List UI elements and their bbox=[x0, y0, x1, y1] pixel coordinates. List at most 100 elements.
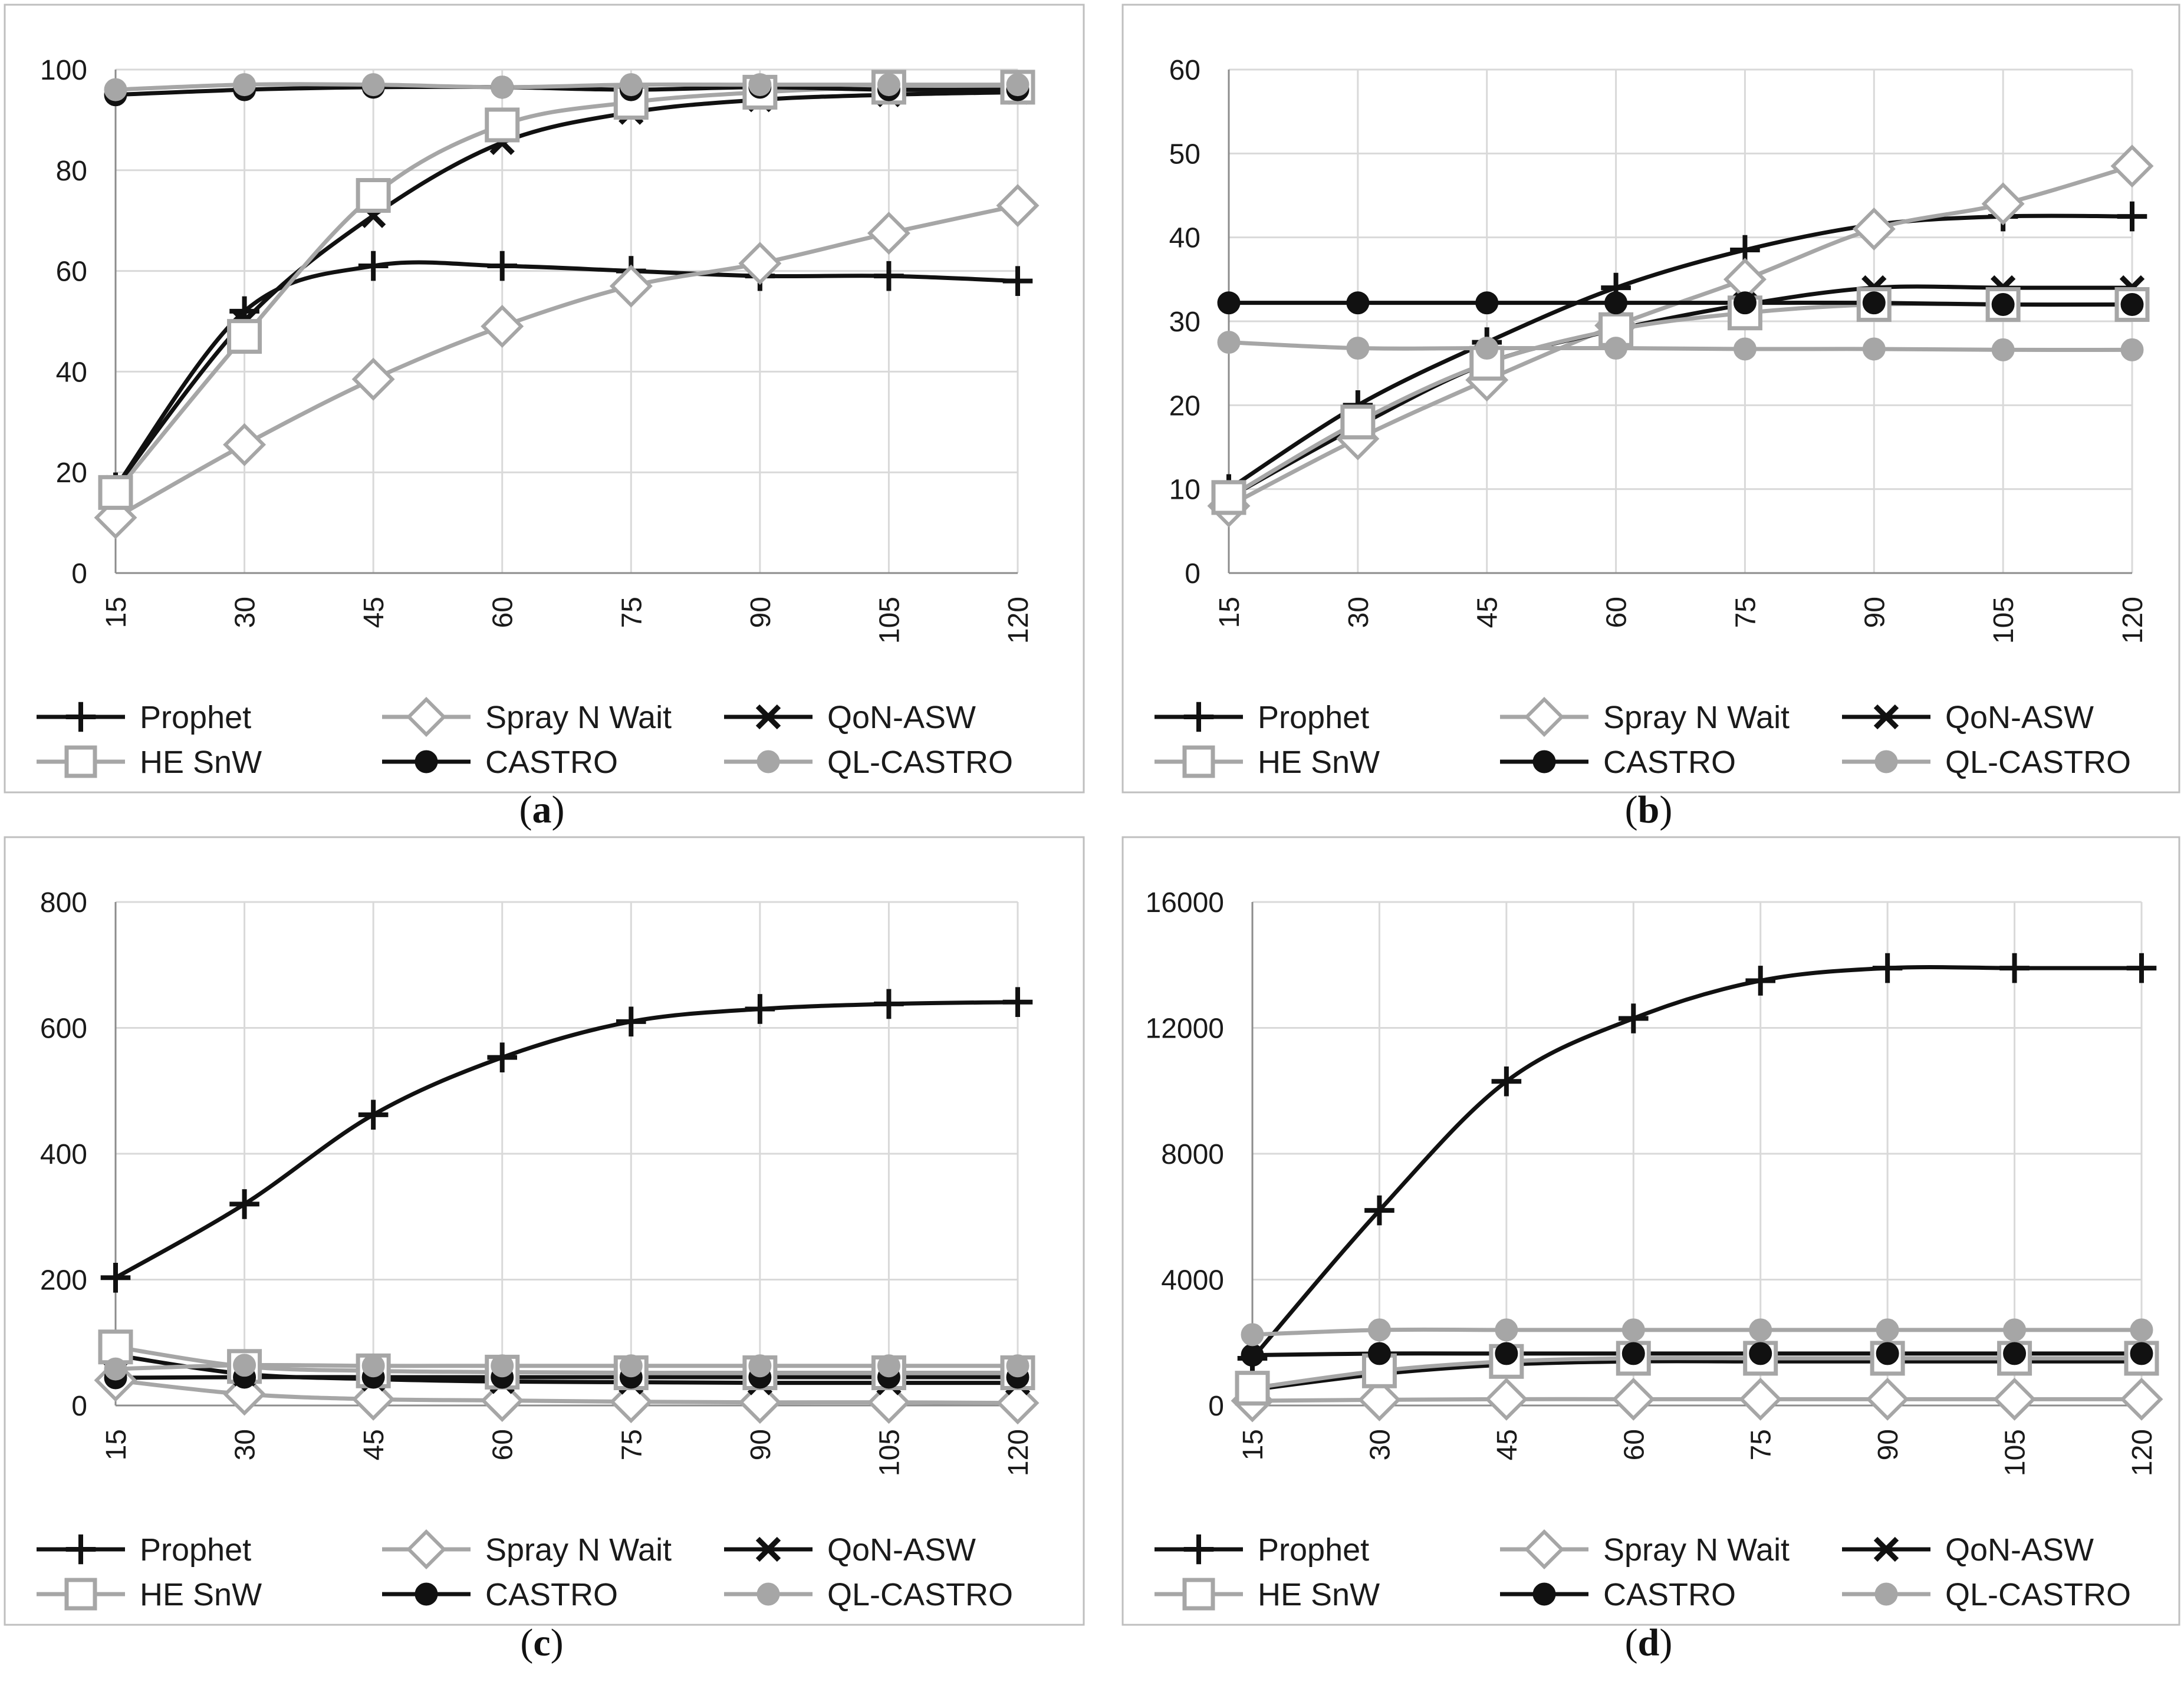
legend-label: QoN-ASW bbox=[827, 1532, 976, 1568]
x-tick-label: 45 bbox=[358, 597, 390, 628]
data-point-prophet bbox=[874, 989, 904, 1019]
legend-item-ql-castro: QL-CASTRO bbox=[1842, 745, 2131, 780]
legend-marker bbox=[755, 1536, 781, 1562]
x-tick-label: 105 bbox=[2000, 1429, 2031, 1476]
y-tick-label: 400 bbox=[40, 1139, 87, 1170]
data-point-he-snw bbox=[1235, 1371, 1270, 1406]
data-point-prophet bbox=[229, 1189, 259, 1219]
caption-letter: c bbox=[533, 1621, 550, 1664]
legend-marker bbox=[756, 750, 780, 773]
data-point-he-snw bbox=[1211, 480, 1246, 515]
y-tick-label: 50 bbox=[1169, 139, 1200, 170]
legend-marker bbox=[65, 702, 96, 732]
chart-panel-a: 0 20 40 60 80 100 15 30 45 60 75 90 105 120 Prophet Spr… bbox=[4, 4, 1085, 831]
data-point-prophet bbox=[745, 994, 775, 1024]
legend-label: QL-CASTRO bbox=[827, 745, 1013, 780]
legend-label: HE SnW bbox=[1258, 1577, 1380, 1612]
x-tick-label: 30 bbox=[1343, 597, 1374, 628]
data-point-prophet bbox=[1745, 966, 1776, 996]
data-point-spray-n-wait bbox=[2120, 1377, 2163, 1421]
legend-marker bbox=[415, 1582, 438, 1606]
y-tick-label: 10 bbox=[1169, 475, 1200, 506]
y-tick-label: 600 bbox=[40, 1013, 87, 1045]
data-point-prophet bbox=[487, 251, 518, 281]
legend-label: Prophet bbox=[1258, 1532, 1369, 1568]
data-point-ql-castro bbox=[1346, 337, 1370, 360]
data-point-spray-n-wait bbox=[1866, 1377, 1909, 1421]
data-point-prophet bbox=[2117, 201, 2147, 232]
data-point-ql-castro bbox=[2003, 1318, 2027, 1342]
data-point-spray-n-wait bbox=[1852, 207, 1896, 251]
legend-label: Spray N Wait bbox=[1603, 1532, 1790, 1568]
data-point-ql-castro bbox=[1733, 337, 1757, 361]
caption-letter: d bbox=[1638, 1621, 1660, 1664]
legend-item-qon-asw: QoN-ASW bbox=[1842, 1532, 2094, 1568]
chart-frame bbox=[4, 4, 1085, 794]
panel-caption: (a) bbox=[519, 788, 565, 831]
legend-label: Spray N Wait bbox=[1603, 700, 1790, 735]
data-point-spray-n-wait bbox=[223, 423, 267, 466]
data-point-ql-castro bbox=[1621, 1318, 1645, 1342]
data-point-ql-castro bbox=[361, 1354, 385, 1378]
chart-panel-d: 0 4000 8000 12000 16000 15 30 45 60 75 90 105 120 Pro… bbox=[1121, 836, 2180, 1664]
legend-label: Spray N Wait bbox=[485, 1532, 672, 1568]
x-tick-label: 120 bbox=[1003, 597, 1034, 644]
y-tick-label: 60 bbox=[1169, 55, 1200, 86]
legend-item-he-snw: HE SnW bbox=[37, 1577, 262, 1612]
legend-label: Prophet bbox=[140, 700, 251, 735]
legend-item-spray-n-wait: Spray N Wait bbox=[1500, 696, 1790, 738]
x-tick-label: 60 bbox=[488, 597, 519, 628]
data-point-castro bbox=[1991, 293, 2015, 317]
data-point-castro bbox=[1475, 291, 1499, 315]
data-point-spray-n-wait bbox=[481, 1378, 524, 1422]
legend-item-castro: CASTRO bbox=[382, 745, 618, 780]
data-point-ql-castro bbox=[1241, 1323, 1264, 1347]
data-point-castro bbox=[1876, 1342, 1899, 1365]
x-tick-label: 90 bbox=[1859, 597, 1890, 628]
legend-label: QoN-ASW bbox=[827, 700, 976, 735]
legend-label: Spray N Wait bbox=[485, 700, 672, 735]
legend-item-castro: CASTRO bbox=[1500, 1577, 1736, 1612]
x-tick-label: 105 bbox=[874, 1429, 905, 1476]
data-point-prophet bbox=[1002, 987, 1033, 1018]
data-point-prophet bbox=[1999, 953, 2030, 983]
chart-frame bbox=[4, 836, 1085, 1626]
x-tick-label: 105 bbox=[1988, 597, 2019, 644]
y-tick-label: 0 bbox=[71, 558, 87, 590]
legend-item-prophet: Prophet bbox=[37, 700, 251, 735]
legend-label: CASTRO bbox=[1603, 1577, 1736, 1612]
legend-marker bbox=[1182, 745, 1215, 778]
data-point-prophet bbox=[616, 1006, 646, 1037]
data-point-ql-castro bbox=[2120, 338, 2144, 361]
data-point-spray-n-wait bbox=[1485, 1377, 1528, 1421]
legend-label: HE SnW bbox=[140, 745, 262, 780]
legend-label: QL-CASTRO bbox=[1945, 745, 2131, 780]
data-point-ql-castro bbox=[877, 73, 900, 97]
caption-open-paren: ( bbox=[1625, 1621, 1638, 1664]
data-point-prophet bbox=[358, 1100, 389, 1130]
data-point-ql-castro bbox=[748, 1354, 772, 1378]
legend-item-spray-n-wait: Spray N Wait bbox=[382, 1529, 672, 1570]
data-point-castro bbox=[1749, 1342, 1772, 1365]
data-point-ql-castro bbox=[1862, 337, 1886, 361]
x-tick-label: 30 bbox=[1364, 1429, 1396, 1460]
series-line-prophet bbox=[1226, 213, 2134, 492]
x-tick-label: 75 bbox=[616, 1429, 647, 1460]
caption-close-paren: ) bbox=[551, 1621, 564, 1664]
caption-letter: b bbox=[1638, 788, 1660, 831]
data-point-prophet bbox=[1002, 266, 1033, 296]
data-point-castro bbox=[1733, 291, 1757, 315]
x-tick-label: 45 bbox=[1492, 1429, 1523, 1460]
legend-marker bbox=[1874, 1582, 1898, 1606]
y-tick-label: 0 bbox=[1208, 1391, 1224, 1422]
legend-label: Prophet bbox=[140, 1532, 251, 1568]
data-point-prophet bbox=[2126, 953, 2157, 983]
data-point-prophet bbox=[100, 1262, 131, 1293]
data-point-castro bbox=[1604, 291, 1628, 315]
legend-label: HE SnW bbox=[140, 1577, 262, 1612]
data-point-castro bbox=[1621, 1342, 1645, 1365]
data-point-prophet bbox=[874, 261, 904, 291]
x-tick-label: 60 bbox=[1601, 597, 1633, 628]
legend-marker bbox=[1874, 750, 1898, 773]
legend-label: Prophet bbox=[1258, 700, 1369, 735]
